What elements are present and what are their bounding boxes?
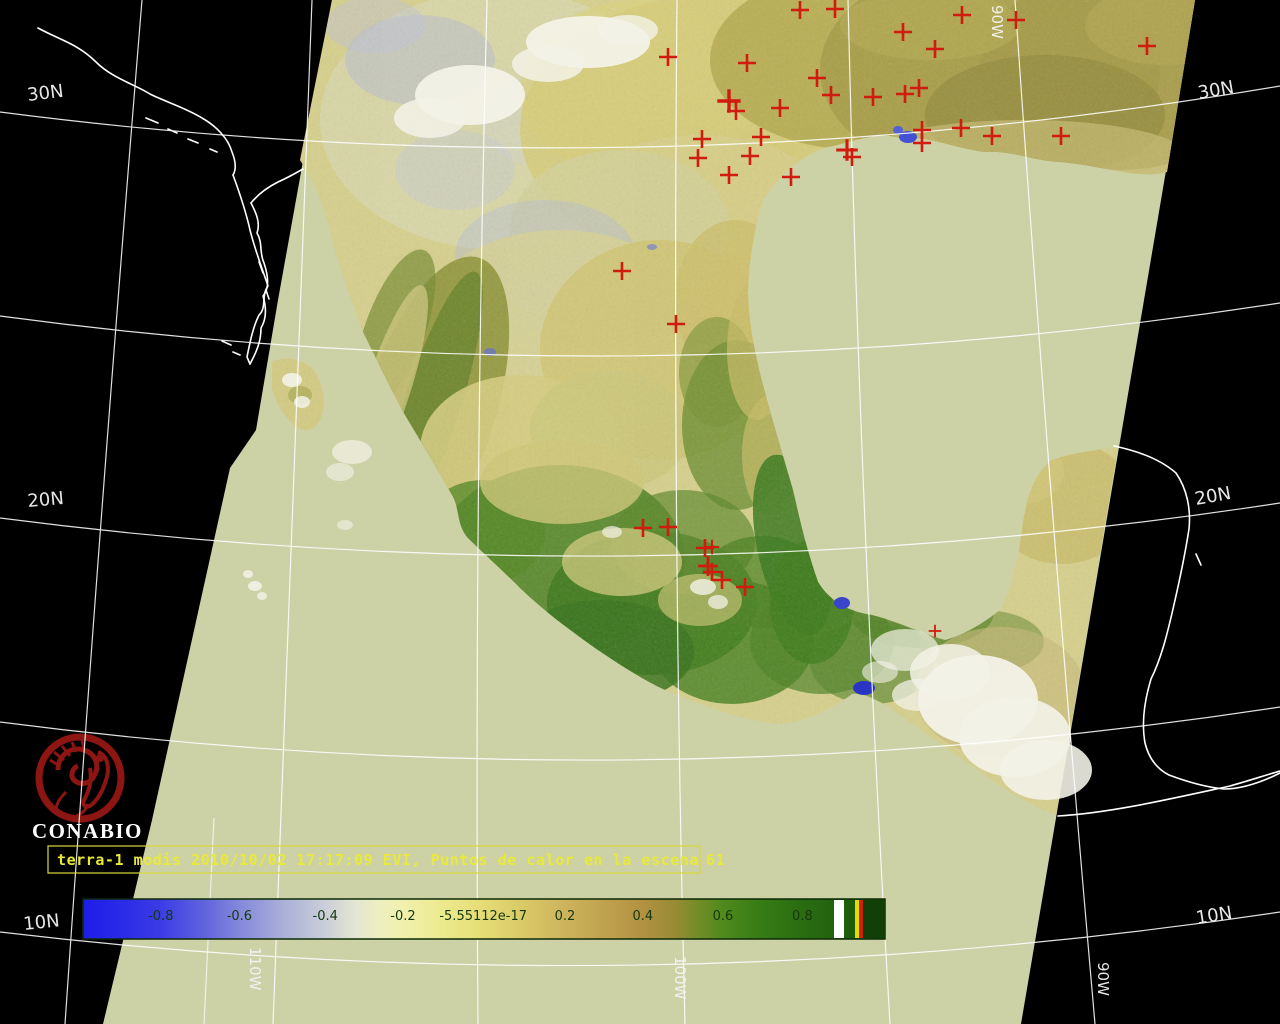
- fire-hotspot-cross: [826, 0, 844, 18]
- latitude-10n-line: [0, 911, 1280, 967]
- fire-hotspot-cross: [738, 54, 756, 72]
- baja-gulf-coastline: [249, 202, 269, 365]
- colorbar-tick: 0.6: [713, 909, 734, 924]
- fire-hotspot-cross: [717, 89, 741, 113]
- fire-hotspot-cross: [928, 624, 942, 638]
- meridian-90w-line: [1014, 0, 1096, 1024]
- conabio-logo-text: CONABIO: [32, 819, 143, 843]
- fire-hotspot-cross: [808, 69, 826, 87]
- california-coastline: [37, 27, 236, 176]
- fire-hotspot-cross: [910, 79, 928, 97]
- latitude-30n-line: [0, 85, 1280, 149]
- gulf-islands: [221, 261, 270, 356]
- fire-hotspot-cross: [953, 6, 971, 24]
- colorbar-tick: 0.2: [555, 909, 576, 924]
- fire-hotspot-cross: [822, 86, 840, 104]
- cozumel-island: [1195, 553, 1202, 566]
- fire-hotspot-cross: [791, 1, 809, 19]
- fire-hotspot-cross: [926, 40, 944, 58]
- fire-hotspot-cross: [727, 102, 745, 120]
- fire-count-text: 61: [706, 851, 725, 869]
- fire-hotspot-cross: [720, 166, 738, 184]
- fire-hotspot-cross: [659, 518, 677, 536]
- fire-hotspot-cross: [703, 563, 721, 581]
- graticule-label: 10N: [22, 910, 60, 935]
- meridian-100w-line: [675, 0, 686, 1024]
- water-bodies: [484, 126, 917, 695]
- fire-hotspot-cross: [713, 571, 731, 589]
- latitude-20n-line: [0, 502, 1280, 557]
- fire-hotspot-cross: [736, 578, 754, 596]
- fire-hotspot-cross: [693, 130, 711, 148]
- yucatan-coastline: [1113, 445, 1280, 790]
- colorbar-tick: 0.8: [792, 909, 813, 924]
- fire-hotspot-cross: [634, 519, 652, 537]
- fire-hotspot-cross: [689, 149, 707, 167]
- colorbar-tick: -0.2: [390, 909, 415, 924]
- gulf-of-california-head: [250, 168, 304, 204]
- colorbar-stripe: [859, 900, 863, 938]
- product-title-text: terra-1 modis 2010/10/02 17:17:09 EVI, P…: [57, 851, 699, 869]
- colorbar-tick: -5.55112e-17: [439, 909, 527, 924]
- fire-hotspot-cross: [659, 48, 677, 66]
- fire-hotspot-cross: [613, 262, 631, 280]
- fire-hotspot-cross: [1007, 11, 1025, 29]
- colorbar-stripe: [863, 900, 885, 938]
- fire-hotspot-cross: [667, 315, 685, 333]
- fire-hotspot-cross: [894, 23, 912, 41]
- fire-hotspot-cross: [1138, 37, 1156, 55]
- colorbar-flag-stripes: [834, 900, 885, 938]
- honduras-coastline: [1057, 770, 1280, 817]
- title-box: [47, 845, 701, 874]
- conabio-logo: CONABIO: [32, 733, 143, 843]
- fire-hotspot-cross: [843, 148, 861, 166]
- meridian-115w-line: [64, 0, 143, 1024]
- colorbar-tick-labels: -0.8 -0.6 -0.4 -0.2 -5.55112e-17 0.2 0.4 0.6 0.8: [148, 909, 813, 924]
- conabio-logo-emblem: [35, 733, 125, 823]
- colorbar-legend: -0.8 -0.6 -0.4 -0.2 -5.55112e-17 0.2 0.4 0.6 0.8: [82, 898, 886, 940]
- fire-hotspot-cross: [913, 134, 931, 152]
- fire-hotspot-cross: [704, 539, 720, 555]
- fire-points-layer: [613, 0, 1156, 638]
- colorbar-gradient: [82, 898, 886, 940]
- fire-hotspot-cross: [782, 168, 800, 186]
- colorbar-stripe: [855, 900, 859, 938]
- graticule-label: 90W: [1094, 962, 1112, 996]
- fire-hotspot-cross: [983, 127, 1001, 145]
- graticule-label: 30N: [26, 81, 65, 106]
- cloud-patches: [243, 15, 1092, 800]
- fire-hotspot-cross: [1052, 127, 1070, 145]
- latitude-25n-line: [0, 302, 1280, 357]
- fire-hotspot-cross: [741, 147, 759, 165]
- meridian-105w-line: [476, 0, 488, 1024]
- graticule-label: 20N: [27, 488, 65, 512]
- graticule-label: 90W: [988, 5, 1006, 39]
- coastlines: [37, 27, 1280, 817]
- fire-hotspot-cross: [752, 128, 770, 146]
- colorbar-tick: -0.8: [148, 909, 173, 924]
- graticule-label: 110W: [246, 947, 264, 991]
- colorbar-stripe: [834, 900, 844, 938]
- colorbar-tick: 0.4: [632, 909, 653, 924]
- colorbar-tick: -0.4: [313, 909, 338, 924]
- fire-hotspot-cross: [896, 85, 914, 103]
- fire-hotspot-cross: [864, 88, 882, 106]
- graticule-label: 100W: [671, 956, 689, 1000]
- fire-hotspot-cross: [771, 99, 789, 117]
- title-bar: terra-1 modis 2010/10/02 17:17:09 EVI, P…: [47, 845, 725, 874]
- colorbar-tick: -0.6: [227, 909, 252, 924]
- fire-hotspot-cross: [952, 119, 970, 137]
- latitude-15n-line: [0, 706, 1280, 761]
